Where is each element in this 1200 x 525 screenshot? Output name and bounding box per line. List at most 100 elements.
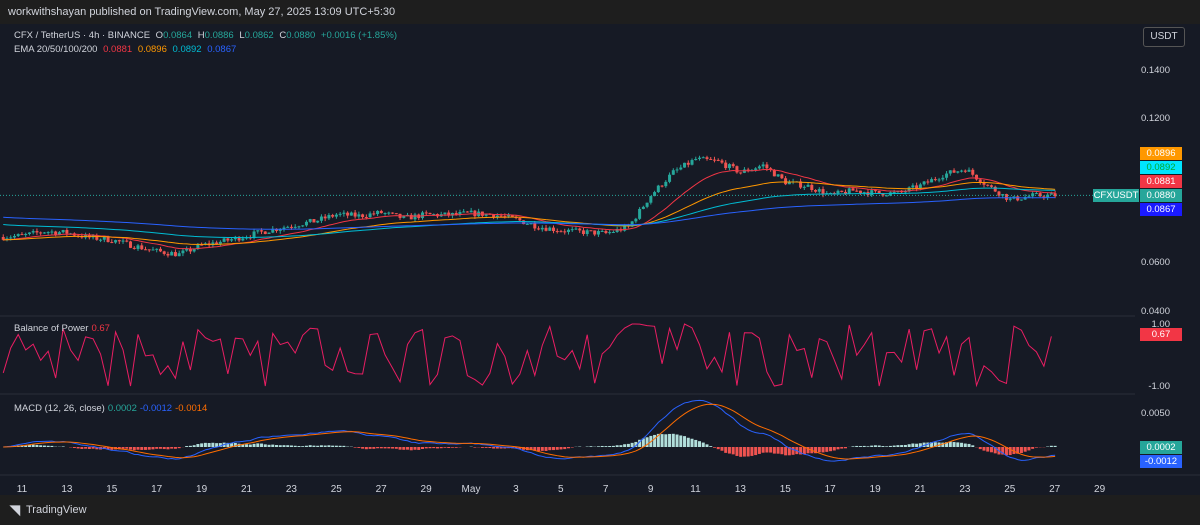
macd-histogram-bar: [391, 447, 395, 449]
macd-histogram-bar: [233, 442, 237, 447]
macd-histogram-bar: [188, 445, 192, 447]
macd-histogram-bar: [814, 447, 818, 454]
macd-histogram-bar: [660, 434, 664, 447]
macd-legend: MACD (12, 26, close) 0.0002 -0.0012 -0.0014: [14, 403, 210, 414]
candle-body: [117, 240, 121, 242]
change-value: +0.0016 (+1.85%): [320, 30, 397, 41]
ema20-value: 0.0881: [103, 44, 133, 55]
candle-body: [877, 190, 881, 194]
macd-histogram-bar: [282, 445, 286, 447]
candle-body: [211, 242, 215, 246]
macd-histogram-bar: [136, 447, 140, 450]
candle-body: [20, 234, 24, 236]
candle-body: [817, 189, 821, 192]
candle-body: [675, 169, 679, 171]
macd-histogram-bar: [765, 447, 769, 453]
candle-body: [574, 228, 578, 230]
candle-body: [1027, 196, 1031, 198]
candle-body: [948, 170, 952, 174]
macd-histogram-bar: [215, 443, 219, 447]
bop-badge: 0.67: [1140, 328, 1182, 341]
macd-histogram-bar: [271, 444, 275, 447]
macd-histogram-bar: [50, 445, 54, 447]
macd-histogram-bar: [821, 447, 825, 453]
candle-body: [129, 241, 133, 248]
macd-histogram-bar: [39, 445, 43, 447]
macd-histogram-bar: [35, 444, 39, 447]
macd-histogram-bar: [308, 445, 312, 447]
ema20-line: [3, 168, 1056, 250]
macd-histogram-bar: [611, 445, 615, 447]
price-tick: 0.1200: [1140, 113, 1170, 124]
publisher-bar: workwithshayan published on TradingView.…: [0, 0, 1200, 24]
candle-body: [376, 210, 380, 215]
candle-body: [847, 188, 851, 195]
candle-body: [630, 221, 634, 227]
macd-histogram-bar: [989, 447, 993, 453]
date-tick: 17: [151, 484, 163, 495]
macd-histogram-bar: [117, 447, 121, 450]
macd-histogram-bar: [372, 447, 376, 449]
macd-histogram-bar: [712, 447, 716, 448]
candle-body: [649, 196, 653, 203]
candle-body: [739, 172, 743, 174]
macd-label: MACD (12, 26, close): [14, 403, 105, 414]
candle-body: [394, 213, 398, 215]
candle-body: [143, 249, 147, 251]
candle-body: [716, 159, 720, 161]
candle-body: [492, 214, 496, 218]
candle-body: [559, 231, 563, 233]
chart-area[interactable]: CFX / TetherUS · 4h · BINANCE O0.0864 H0…: [0, 24, 1200, 495]
macd-histogram-bar: [338, 445, 342, 447]
macd-histogram-bar: [454, 447, 458, 448]
chart-canvas[interactable]: [0, 24, 1200, 495]
macd-histogram-bar: [641, 438, 645, 447]
candle-body: [65, 230, 69, 234]
macd-histogram-bar: [84, 447, 88, 449]
macd-histogram-bar: [634, 441, 638, 447]
macd-histogram-bar: [286, 445, 290, 447]
candle-body: [585, 230, 589, 234]
candle-body: [881, 193, 885, 196]
publisher-text: workwithshayan published on TradingView.…: [8, 6, 396, 18]
candle-body: [563, 231, 567, 233]
macd-histogram-bar: [275, 445, 279, 447]
macd-histogram-bar: [967, 443, 971, 447]
symbol-title: CFX / TetherUS · 4h · BINANCE: [14, 30, 151, 41]
candle-body: [873, 190, 877, 192]
ema200-value: 0.0867: [207, 44, 237, 55]
macd-histogram-bar: [623, 444, 627, 447]
candle-body: [986, 184, 990, 186]
macd-histogram-bar: [948, 441, 952, 447]
candle-body: [462, 211, 466, 213]
macd-histogram-bar: [705, 444, 709, 447]
macd-histogram-bar: [1031, 447, 1035, 449]
candle-body: [147, 249, 151, 251]
candle-body: [222, 238, 226, 242]
candle-body: [495, 215, 499, 218]
candle-body: [604, 230, 608, 234]
macd-histogram-bar: [1019, 447, 1023, 453]
macd-histogram-bar: [690, 438, 694, 447]
candle-body: [237, 236, 241, 241]
candle-body: [140, 245, 144, 250]
macd-histogram-bar: [982, 447, 986, 451]
candle-body: [1004, 194, 1008, 200]
candle-body: [136, 245, 140, 249]
brand-label: TradingView: [26, 504, 87, 516]
candle-body: [982, 182, 986, 185]
macd-histogram-bar: [836, 447, 840, 450]
candle-body: [552, 227, 556, 232]
macd-histogram-bar: [896, 445, 900, 447]
candle-body: [555, 231, 559, 233]
candle-body: [892, 192, 896, 194]
currency-button[interactable]: USDT: [1143, 27, 1185, 47]
candle-body: [110, 242, 114, 244]
macd-histogram-bar: [724, 447, 728, 453]
hist-value: -0.0014: [175, 403, 208, 414]
candle-body: [907, 187, 911, 192]
macd-histogram-bar: [769, 447, 773, 453]
macd-histogram-bar: [413, 447, 417, 450]
date-tick: 7: [602, 484, 609, 495]
candle-body: [39, 232, 43, 234]
